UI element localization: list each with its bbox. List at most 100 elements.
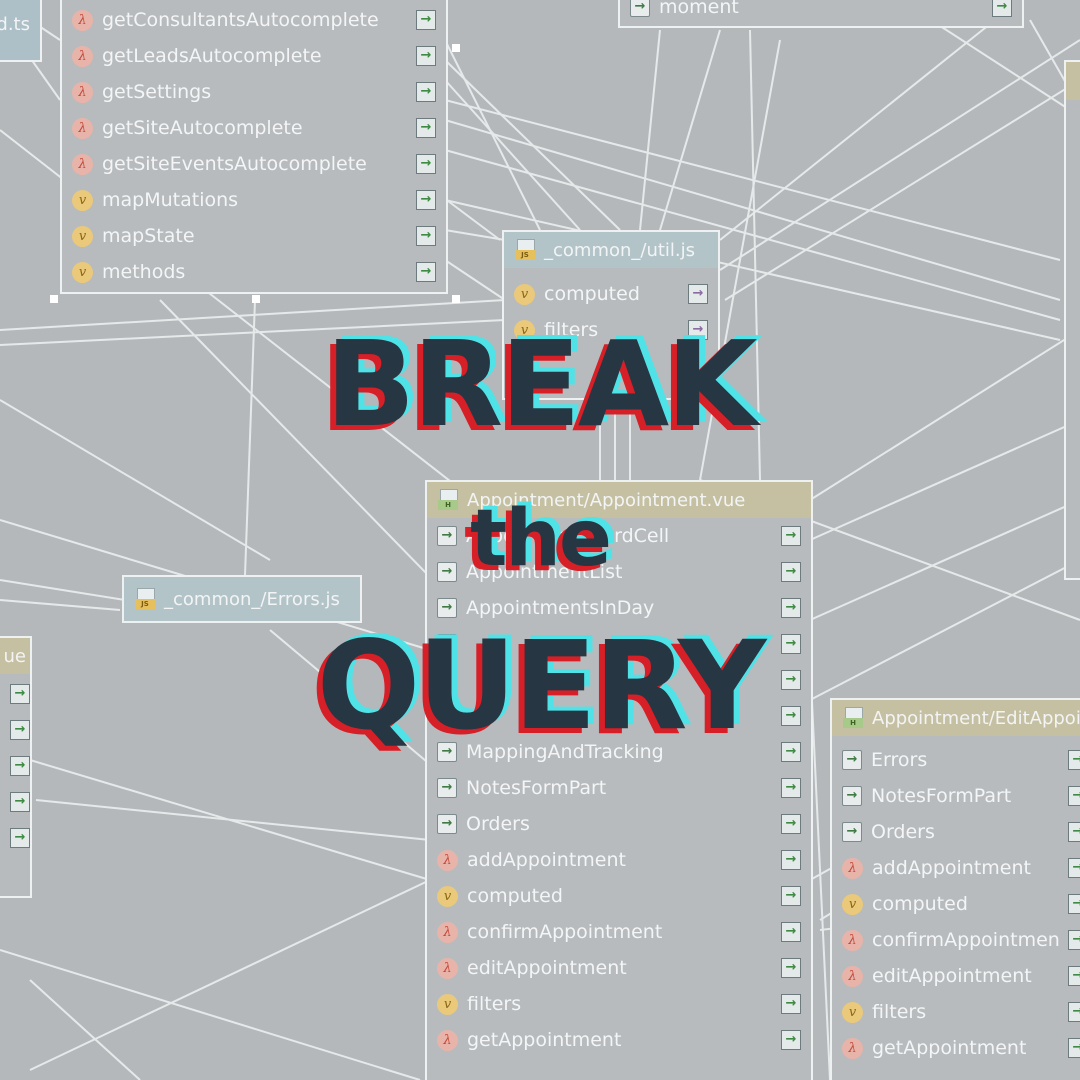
export-arrow-icon[interactable]: →: [10, 828, 30, 848]
node-row[interactable]: → AppointmentCardCell →: [427, 518, 811, 554]
export-arrow-icon[interactable]: →: [1068, 894, 1080, 914]
node-row[interactable]: → MappingAndTracking →: [427, 734, 811, 770]
export-arrow-icon[interactable]: →: [1068, 858, 1080, 878]
export-arrow-icon[interactable]: →: [1068, 930, 1080, 950]
export-arrow-icon[interactable]: →: [1068, 750, 1080, 770]
export-arrow-icon[interactable]: →: [1068, 966, 1080, 986]
node-row[interactable]: v computed →: [427, 878, 811, 914]
export-arrow-icon[interactable]: →: [781, 778, 801, 798]
node-row[interactable]: v filters →: [832, 994, 1080, 1030]
export-arrow-icon[interactable]: →: [10, 756, 30, 776]
export-arrow-icon[interactable]: →: [781, 814, 801, 834]
node-row[interactable]: λ confirmAppointment →: [832, 922, 1080, 958]
node-row[interactable]: λ getLeadsAutocomplete →: [62, 38, 446, 74]
node-row[interactable]: → Orders →: [427, 806, 811, 842]
node-row[interactable]: λ editAppointment →: [832, 958, 1080, 994]
export-arrow-icon[interactable]: →: [992, 0, 1012, 17]
node-row[interactable]: λ getConsultantsAutocomplete →: [62, 2, 446, 38]
node-row[interactable]: → Orders →: [832, 814, 1080, 850]
node-row[interactable]: λ addAppointment →: [427, 842, 811, 878]
node-row-label: Orders: [466, 813, 530, 835]
export-arrow-icon[interactable]: →: [688, 284, 708, 304]
export-arrow-icon[interactable]: →: [10, 720, 30, 740]
node-row[interactable]: v filters →: [504, 312, 718, 348]
export-arrow-icon[interactable]: →: [781, 850, 801, 870]
export-arrow-icon[interactable]: →: [416, 190, 436, 210]
lambda-icon: λ: [72, 81, 93, 103]
export-arrow-icon[interactable]: →: [781, 886, 801, 906]
node-moment[interactable]: → moment →: [618, 0, 1024, 28]
export-arrow-icon[interactable]: →: [781, 562, 801, 582]
headline-break: BREAK: [325, 315, 757, 453]
selection-handle[interactable]: [50, 295, 58, 303]
node-header[interactable]: H Appointment/Appointment.vue: [427, 482, 811, 518]
export-arrow-icon[interactable]: →: [416, 118, 436, 138]
node-header[interactable]: JS _common_/util.js: [504, 232, 718, 268]
node-service-functions[interactable]: λ getConsultantsAutocomplete → λ getLeadsAut…: [60, 0, 448, 294]
selection-handle[interactable]: [452, 295, 460, 303]
node-right-partial[interactable]: [1064, 60, 1080, 580]
node-row[interactable]: → AppointmentsInDay →: [427, 590, 811, 626]
node-row[interactable]: λ getAppointment →: [427, 1022, 811, 1058]
vue-file-icon: H: [842, 707, 864, 729]
node-d-ts[interactable]: d.ts: [0, 0, 42, 62]
node-row-label: computed: [872, 893, 968, 915]
export-arrow-icon[interactable]: →: [416, 226, 436, 246]
node-row[interactable]: λ getAppointment →: [832, 1030, 1080, 1066]
export-arrow-icon[interactable]: →: [781, 706, 801, 726]
node-row[interactable]: → Errors →: [832, 742, 1080, 778]
export-arrow-icon[interactable]: →: [688, 320, 708, 340]
node-row[interactable]: → NotesFormPart →: [427, 770, 811, 806]
export-arrow-icon[interactable]: →: [416, 262, 436, 282]
node-row[interactable]: v computed →: [504, 276, 718, 312]
node-row[interactable]: λ getSiteAutocomplete →: [62, 110, 446, 146]
node-row[interactable]: v mapMutations →: [62, 182, 446, 218]
node-common-errors-js[interactable]: JS _common_/Errors.js: [122, 575, 362, 623]
node-header[interactable]: H Appointment/EditAppointment.vue: [832, 700, 1080, 736]
node-row[interactable]: → →: [427, 698, 811, 734]
export-arrow-icon[interactable]: →: [416, 82, 436, 102]
node-row-label: methods: [102, 261, 186, 283]
export-arrow-icon[interactable]: →: [416, 46, 436, 66]
node-row-label: moment: [659, 0, 739, 18]
export-arrow-icon[interactable]: →: [1068, 1038, 1080, 1058]
selection-handle[interactable]: [252, 295, 260, 303]
export-arrow-icon[interactable]: →: [781, 598, 801, 618]
node-row[interactable]: λ editAppointment →: [427, 950, 811, 986]
vue-v-icon: v: [437, 885, 458, 907]
selection-handle[interactable]: [452, 44, 460, 52]
node-row[interactable]: → →: [427, 626, 811, 662]
node-row[interactable]: → AppointmentList →: [427, 554, 811, 590]
export-arrow-icon[interactable]: →: [781, 958, 801, 978]
node-row[interactable]: v methods →: [62, 254, 446, 290]
node-row[interactable]: v computed →: [832, 886, 1080, 922]
export-arrow-icon[interactable]: →: [10, 684, 30, 704]
export-arrow-icon[interactable]: →: [781, 994, 801, 1014]
node-row[interactable]: → →: [427, 662, 811, 698]
export-arrow-icon[interactable]: →: [781, 1030, 801, 1050]
export-arrow-icon[interactable]: →: [781, 526, 801, 546]
node-row[interactable]: λ getSiteEventsAutocomplete →: [62, 146, 446, 182]
export-arrow-icon[interactable]: →: [10, 792, 30, 812]
node-appointment-vue[interactable]: H Appointment/Appointment.vue → Appointment…: [425, 480, 813, 1080]
export-arrow-icon[interactable]: →: [781, 634, 801, 654]
node-row[interactable]: → NotesFormPart →: [832, 778, 1080, 814]
node-row[interactable]: v mapState →: [62, 218, 446, 254]
export-arrow-icon[interactable]: →: [416, 10, 436, 30]
node-common-util-js[interactable]: JS _common_/util.js v computed → v filters →: [502, 230, 720, 400]
node-row-label: MappingAndTracking: [466, 741, 664, 763]
node-row-label: getConsultantsAutocomplete: [102, 9, 379, 31]
export-arrow-icon[interactable]: →: [1068, 786, 1080, 806]
node-row[interactable]: λ getSettings →: [62, 74, 446, 110]
export-arrow-icon[interactable]: →: [781, 742, 801, 762]
export-arrow-icon[interactable]: →: [781, 922, 801, 942]
node-left-partial[interactable]: ue → → → → →: [0, 636, 32, 898]
export-arrow-icon[interactable]: →: [1068, 1002, 1080, 1022]
node-row[interactable]: v filters →: [427, 986, 811, 1022]
node-row[interactable]: λ confirmAppointment →: [427, 914, 811, 950]
export-arrow-icon[interactable]: →: [416, 154, 436, 174]
node-row[interactable]: λ addAppointment →: [832, 850, 1080, 886]
export-arrow-icon[interactable]: →: [781, 670, 801, 690]
export-arrow-icon[interactable]: →: [1068, 822, 1080, 842]
